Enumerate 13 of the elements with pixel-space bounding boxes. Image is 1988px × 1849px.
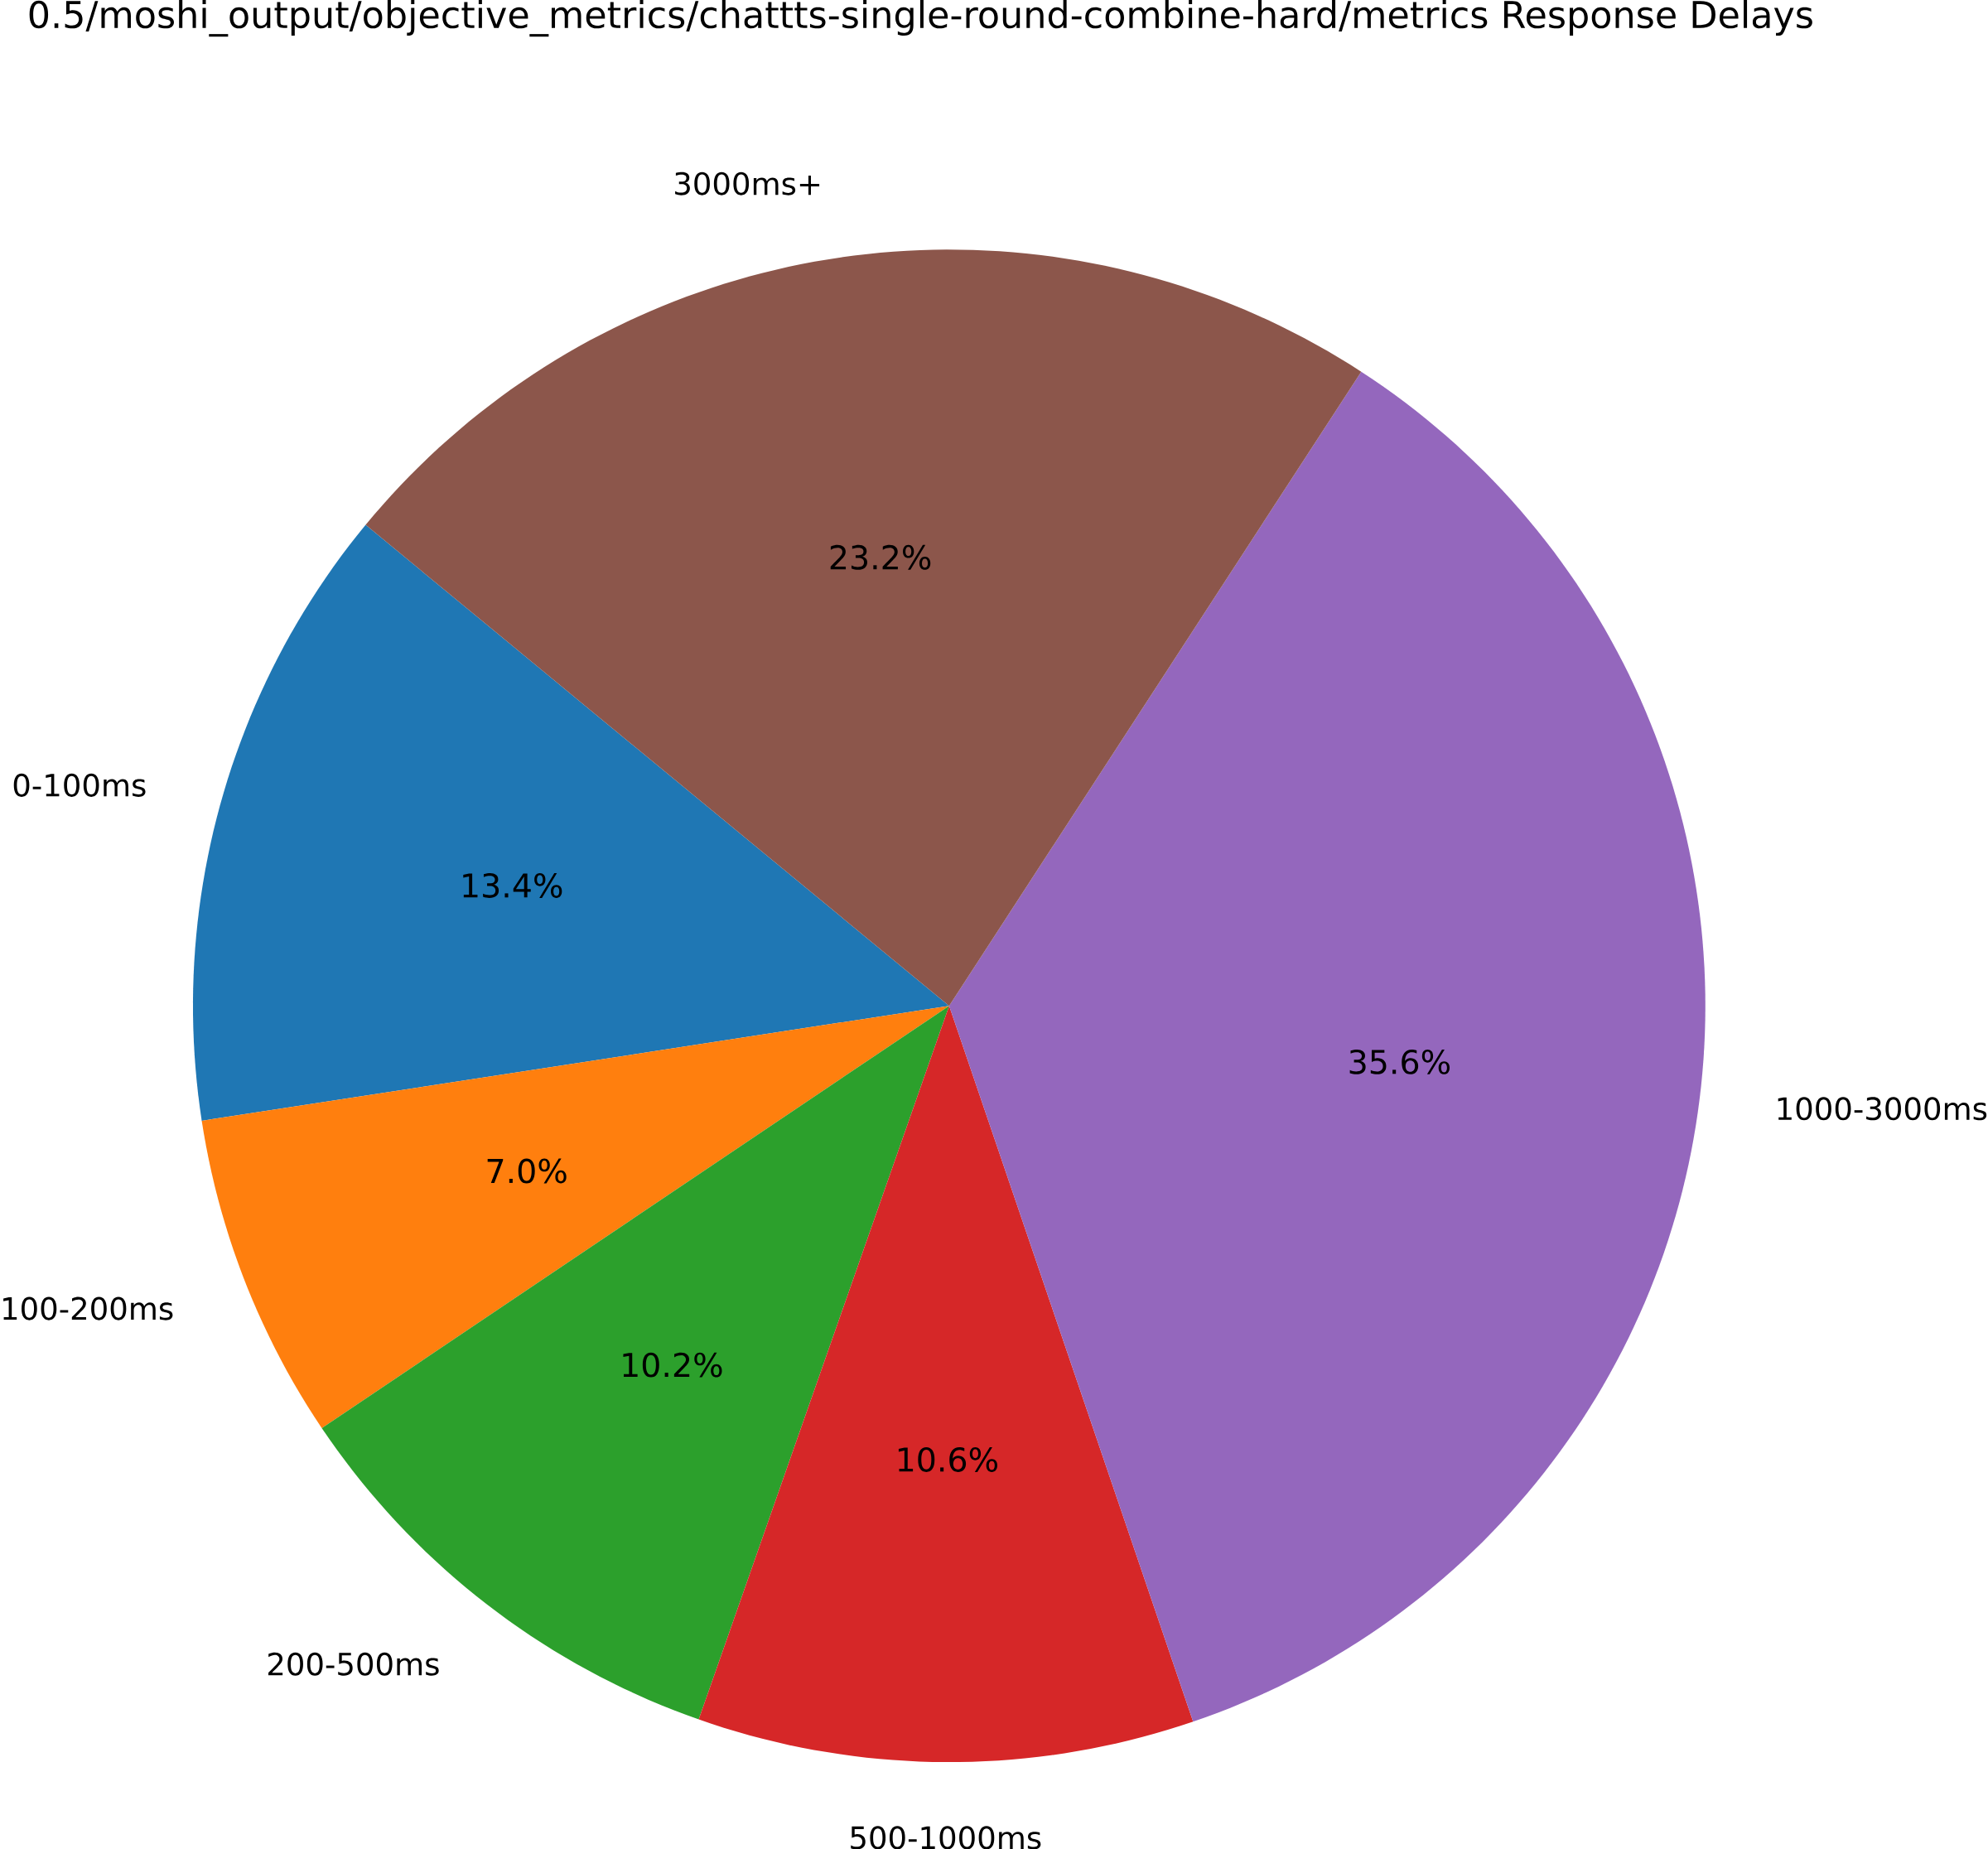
data-label: 23.2% [830, 544, 931, 570]
data-label: 13.4% [463, 872, 562, 898]
slice-label: 0-100ms [13, 773, 146, 797]
data-label: 10.2% [623, 1352, 722, 1378]
data-label: 10.6% [898, 1446, 997, 1472]
data-label: 35.6% [1349, 1049, 1450, 1074]
slice-label: 200-500ms [268, 1652, 439, 1676]
data-label: 7.0% [487, 1158, 567, 1184]
chart-title: 0.5/moshi_output/objective_metrics/chattts-single-round-combine-hard/metrics Response Delays [29, 0, 1812, 37]
slice-label: 3000ms+ [675, 171, 820, 196]
slice-label: 1000-3000ms [1778, 1097, 1987, 1121]
slice-label: 500-1000ms [851, 1826, 1041, 1849]
slice-label: 100-200ms [3, 1296, 173, 1320]
